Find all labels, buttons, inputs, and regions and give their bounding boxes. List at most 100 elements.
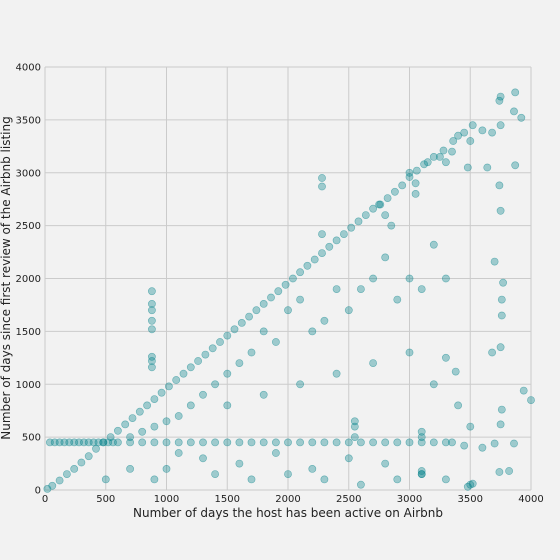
- data-point: [511, 161, 520, 170]
- data-point: [496, 420, 505, 429]
- data-point: [332, 236, 341, 245]
- data-point: [320, 475, 329, 484]
- data-point: [223, 401, 232, 410]
- data-point: [126, 464, 135, 473]
- data-point: [468, 121, 477, 130]
- y-tick-label: 1000: [16, 380, 41, 391]
- data-point: [393, 475, 402, 484]
- data-point: [162, 417, 171, 426]
- x-axis-label: Number of days the host has been active …: [133, 506, 443, 520]
- y-tick-label: 3000: [16, 168, 41, 179]
- data-point: [417, 433, 426, 441]
- data-point: [308, 438, 317, 447]
- data-point: [259, 390, 268, 399]
- x-tick-label: 2500: [336, 494, 361, 505]
- data-point: [252, 306, 261, 315]
- data-point: [235, 459, 244, 468]
- data-point: [147, 306, 156, 315]
- data-point: [174, 449, 183, 457]
- data-point: [339, 230, 348, 238]
- y-tick-label: 500: [22, 433, 41, 444]
- data-point: [496, 121, 505, 130]
- data-point: [147, 352, 156, 361]
- data-point: [138, 438, 147, 447]
- data-point: [201, 350, 210, 359]
- data-point: [296, 438, 304, 447]
- data-point: [417, 427, 426, 436]
- data-point: [211, 438, 219, 447]
- x-axis-ticks: 0 500 1000 1500 2000 2500 3000 3500 4000: [42, 494, 544, 505]
- data-point: [347, 223, 356, 232]
- data-point: [284, 470, 292, 478]
- data-point: [216, 338, 224, 346]
- data-point: [519, 386, 528, 395]
- data-point: [429, 152, 438, 161]
- y-axis-label: Number of days since first review of the…: [0, 116, 13, 440]
- data-point: [296, 380, 304, 389]
- data-point: [114, 426, 122, 435]
- data-point: [70, 464, 79, 473]
- data-point: [390, 187, 399, 196]
- data-point: [499, 278, 507, 287]
- data-point: [320, 316, 329, 325]
- data-point: [43, 484, 52, 493]
- data-point: [441, 274, 450, 283]
- data-point: [441, 353, 450, 362]
- data-point: [208, 344, 217, 353]
- data-point: [247, 475, 256, 484]
- data-point: [449, 137, 458, 145]
- data-point: [441, 438, 450, 447]
- data-point: [463, 482, 472, 491]
- data-point: [411, 189, 420, 198]
- data-point: [126, 433, 135, 441]
- data-point: [318, 249, 326, 257]
- data-point: [150, 475, 159, 484]
- data-point: [496, 206, 505, 215]
- data-point: [284, 438, 292, 447]
- data-point: [441, 158, 450, 167]
- x-tick-label: 0: [42, 494, 48, 505]
- data-point: [387, 221, 396, 230]
- data-point: [318, 174, 326, 182]
- data-point: [448, 438, 456, 447]
- data-point: [483, 163, 492, 172]
- data-point: [121, 420, 130, 429]
- data-point: [162, 464, 171, 473]
- data-point: [405, 348, 414, 357]
- data-point: [517, 113, 526, 122]
- data-point: [405, 168, 414, 177]
- data-point: [451, 367, 460, 376]
- data-point: [344, 454, 353, 463]
- data-point: [267, 293, 275, 302]
- data-point: [318, 230, 326, 238]
- data-point: [381, 211, 390, 219]
- data-point: [332, 285, 341, 293]
- data-point: [356, 285, 365, 293]
- y-tick-label: 0: [35, 486, 41, 497]
- data-point: [157, 388, 166, 397]
- data-point: [354, 217, 363, 226]
- x-tick-label: 500: [96, 494, 115, 505]
- x-tick-label: 2000: [275, 494, 300, 505]
- data-point: [423, 158, 432, 167]
- data-point: [211, 470, 219, 478]
- y-axis-ticks: 0 500 1000 1500 2000 2500 3000 3500 4000: [16, 63, 41, 497]
- data-point: [454, 401, 462, 410]
- data-point: [411, 179, 420, 188]
- data-point: [150, 438, 159, 447]
- data-point: [259, 327, 268, 336]
- data-point: [135, 407, 144, 416]
- data-point: [128, 414, 137, 422]
- data-point: [383, 194, 392, 202]
- data-point: [429, 240, 438, 249]
- data-point: [441, 475, 450, 484]
- data-point: [332, 438, 341, 447]
- data-point: [488, 128, 496, 137]
- data-point: [55, 476, 64, 485]
- data-point: [496, 92, 505, 101]
- data-point: [63, 470, 71, 478]
- data-point: [186, 401, 195, 410]
- data-point: [150, 395, 159, 403]
- data-point: [454, 131, 462, 140]
